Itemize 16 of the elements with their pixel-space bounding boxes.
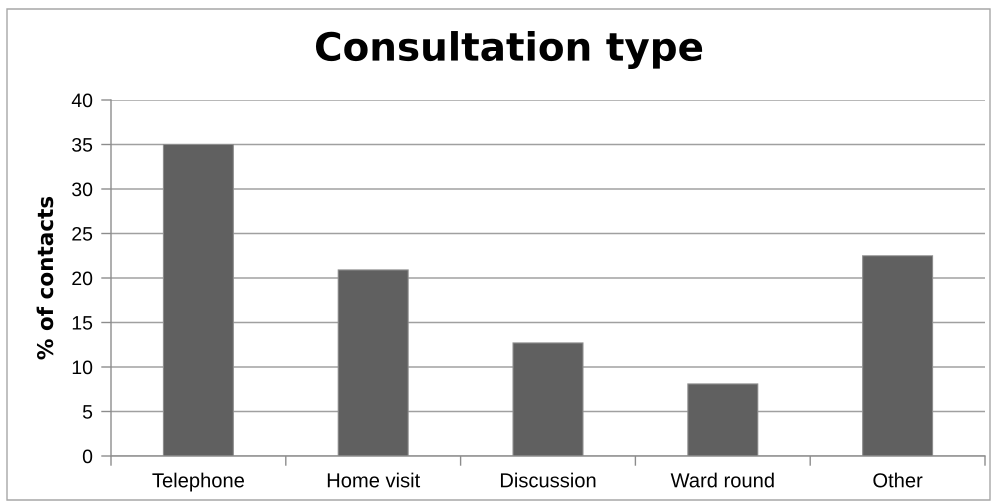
x-tick-label: Telephone: [152, 472, 244, 492]
x-tick-label: Home visit: [328, 472, 420, 488]
y-tick-label: 10: [72, 360, 92, 374]
y-tick-label: 35: [72, 138, 92, 152]
y-tick-label: 30: [72, 182, 92, 196]
y-tick-label: 25: [72, 226, 92, 241]
y-tick-label: 0: [82, 449, 92, 464]
y-tick-label: 20: [72, 271, 92, 286]
x-tick-label: Discussion: [500, 472, 596, 488]
y-tick-label: 15: [72, 316, 92, 330]
chart-title: Consultation type: [316, 31, 702, 69]
x-tick-label: Ward round: [670, 472, 774, 488]
y-tick-label: 40: [72, 93, 92, 108]
y-axis-title: % of contacts: [36, 196, 54, 360]
x-tick-label: Other: [873, 472, 922, 488]
y-tick-label: 5: [82, 405, 92, 419]
